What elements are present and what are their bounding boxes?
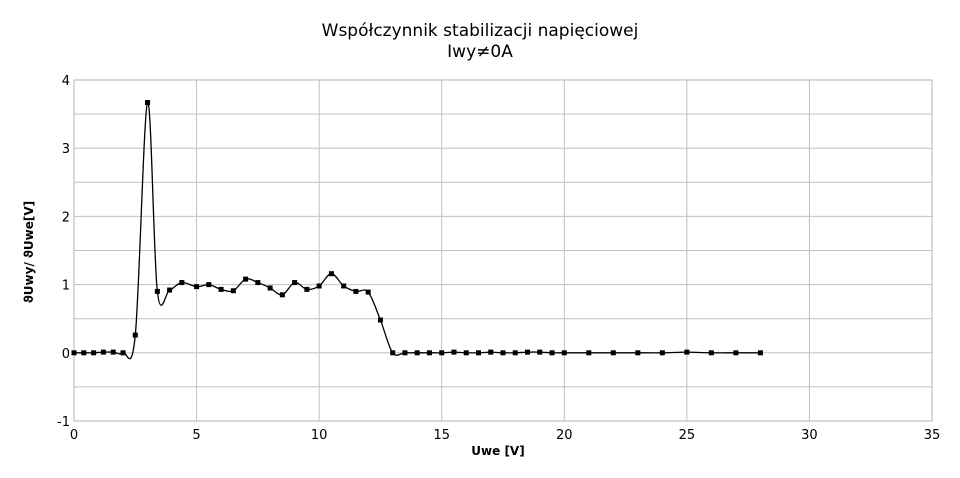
data-point [512, 350, 518, 356]
data-point [267, 285, 273, 291]
y-tick-label: 0 [62, 347, 70, 362]
data-point [451, 349, 457, 355]
x-tick-label: 35 [924, 428, 941, 443]
chart-title: Współczynnik stabilizacji napięciowej [322, 21, 639, 41]
data-point [353, 288, 359, 294]
data-point [179, 280, 185, 286]
x-tick-label: 30 [801, 428, 818, 443]
data-point [304, 286, 310, 292]
x-axis-label: Uwe [V] [471, 444, 524, 458]
y-tick-label: -1 [57, 415, 70, 430]
y-tick-label: 2 [62, 210, 70, 225]
x-tick-label: 5 [192, 428, 200, 443]
x-tick-label: 15 [433, 428, 450, 443]
data-point [91, 350, 97, 356]
data-point [194, 284, 200, 290]
y-tick-label: 1 [62, 279, 70, 294]
y-tick-label: 3 [62, 142, 70, 157]
y-axis-label: ϑUwy/ ϑUwe[V] [22, 201, 36, 303]
data-point [659, 350, 665, 356]
series-line [74, 101, 761, 360]
data-point [365, 289, 371, 295]
data-point [708, 350, 714, 356]
data-point [586, 350, 592, 356]
series-markers [71, 100, 763, 356]
data-point [110, 349, 116, 355]
data-point [500, 350, 506, 356]
data-point [243, 276, 249, 282]
data-point [390, 350, 396, 356]
data-point [488, 349, 494, 355]
x-tick-label: 20 [556, 428, 573, 443]
data-point [475, 350, 481, 356]
data-point [537, 349, 543, 355]
data-point [426, 350, 432, 356]
data-point [610, 350, 616, 356]
data-point [145, 100, 151, 106]
data-point [167, 287, 173, 293]
data-point [757, 350, 763, 356]
x-tick-label: 0 [70, 428, 78, 443]
data-point [561, 350, 567, 356]
data-point [733, 350, 739, 356]
data-point [218, 286, 224, 292]
data-point [549, 350, 555, 356]
x-axis-ticks: 0 5 10 15 20 25 30 35 [70, 428, 940, 443]
data-point [684, 349, 690, 355]
data-point [414, 350, 420, 356]
data-point [120, 350, 126, 356]
data-point [132, 332, 138, 338]
y-axis-ticks: -1 0 1 2 3 4 [57, 74, 70, 430]
y-tick-label: 4 [62, 74, 70, 89]
data-point [316, 283, 322, 289]
data-point [81, 350, 87, 356]
chart-subtitle: Iwy≠0A [447, 42, 513, 62]
grid [73, 79, 933, 422]
data-point [255, 280, 261, 286]
data-point [525, 349, 531, 355]
data-point [439, 350, 445, 356]
data-point [463, 350, 469, 356]
data-point [377, 317, 383, 323]
data-point [100, 349, 106, 355]
data-point [230, 288, 236, 294]
data-point [341, 283, 347, 289]
data-point [206, 282, 212, 288]
x-tick-label: 25 [679, 428, 696, 443]
data-point [279, 292, 285, 298]
data-point [402, 350, 408, 356]
data-point [292, 280, 298, 286]
plot-frame [73, 79, 933, 422]
data-point [71, 350, 77, 356]
data-point [154, 288, 160, 294]
data-point [328, 271, 334, 277]
x-tick-label: 10 [311, 428, 328, 443]
data-point [635, 350, 641, 356]
